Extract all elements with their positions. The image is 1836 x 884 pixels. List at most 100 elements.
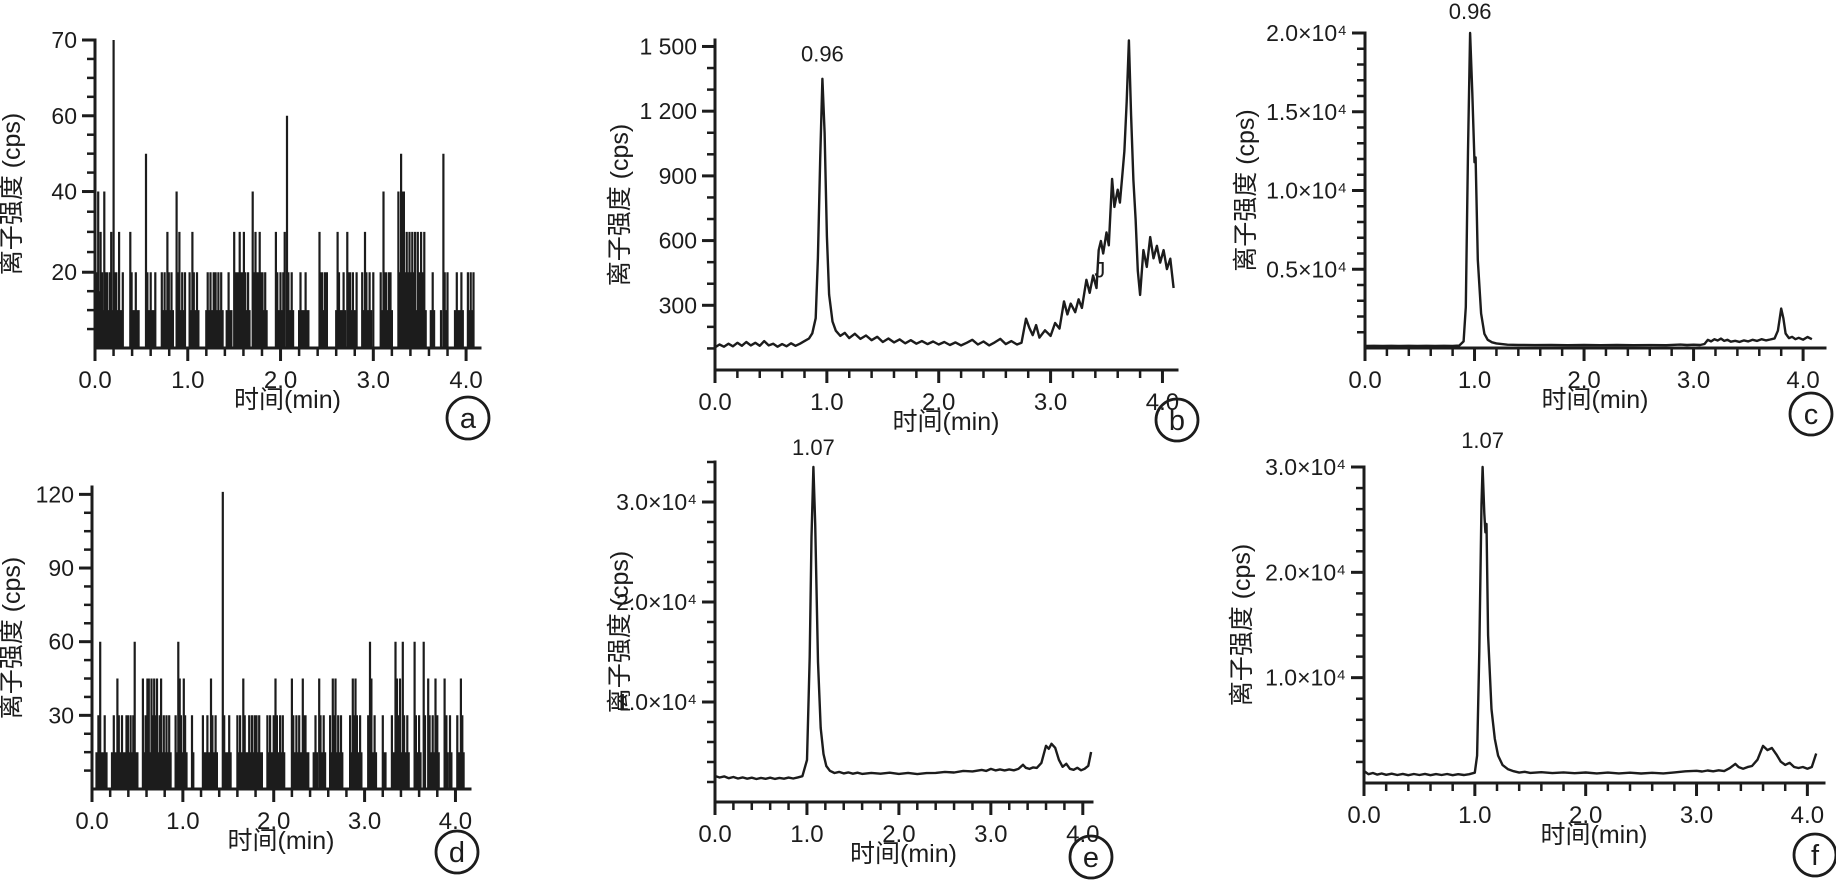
noise-spike-series bbox=[95, 40, 475, 348]
panel-letter-text: d bbox=[449, 837, 465, 869]
x-axis-title: 时间(min) bbox=[228, 827, 335, 855]
y-axis-ticks bbox=[82, 38, 95, 331]
x-tick-label: 4.0 bbox=[1786, 367, 1819, 394]
x-axis-ticks bbox=[713, 802, 1085, 815]
x-tick-label: 3.0 bbox=[1680, 802, 1713, 829]
axes bbox=[1362, 465, 1826, 785]
chromatogram-trace bbox=[714, 39, 1175, 349]
chromatogram-e: 0.0 1.0 2.0 3.0 4.0 1.0×10⁴ 2.0×10⁴ 3.0×10⁴ 1.07… bbox=[606, 435, 1114, 880]
y-axis-title: 离子强度 (cps) bbox=[0, 113, 26, 276]
panel-letter-b: b bbox=[1154, 397, 1200, 443]
x-tick-label: 2.0 bbox=[257, 808, 290, 835]
peak-annotation: J bbox=[1094, 258, 1105, 283]
y-tick-label: 300 bbox=[659, 292, 697, 318]
y-tick-label: 1 200 bbox=[639, 98, 697, 124]
x-tick-label: 2.0 bbox=[922, 389, 955, 416]
x-axis-title: 时间(min) bbox=[893, 408, 1000, 436]
y-tick-label: 3.0×10⁴ bbox=[1265, 454, 1346, 480]
y-tick-label: 2.0×10⁴ bbox=[1266, 20, 1347, 46]
x-tick-label: 1.0 bbox=[790, 821, 823, 848]
x-axis-title: 时间(min) bbox=[1542, 386, 1649, 414]
chromatogram-c: 0.0 1.0 2.0 3.0 4.0 0.5×10⁴ 1.0×10⁴ 1.5×10⁴ 2.0×… bbox=[1232, 0, 1834, 437]
x-tick-label: 3.0 bbox=[1677, 367, 1710, 394]
chromatogram-trace bbox=[1363, 465, 1818, 777]
y-tick-label: 60 bbox=[48, 629, 74, 655]
noise-spike-series bbox=[95, 491, 465, 789]
peak-annotation: 0.96 bbox=[1449, 0, 1492, 24]
y-axis-title: 离子强度 (cps) bbox=[1232, 109, 1260, 272]
y-tick-label: 1.0×10⁴ bbox=[616, 689, 697, 715]
x-tick-label: 4.0 bbox=[1146, 389, 1179, 416]
chromatogram-trace bbox=[714, 465, 1093, 781]
x-tick-label: 2.0 bbox=[1567, 367, 1600, 394]
x-tick-label: 0.0 bbox=[1347, 802, 1380, 829]
y-tick-label: 2.0×10⁴ bbox=[616, 589, 697, 615]
y-tick-label: 1.0×10⁴ bbox=[1266, 178, 1347, 204]
panel-e: 0.0 1.0 2.0 3.0 4.0 1.0×10⁴ 2.0×10⁴ 3.0×10⁴ 1.07… bbox=[606, 435, 1224, 884]
axes bbox=[713, 460, 1094, 804]
y-tick-label: 40 bbox=[51, 179, 77, 205]
x-tick-label: 3.0 bbox=[974, 821, 1007, 848]
panel-f: 0.0 1.0 2.0 3.0 4.0 1.0×10⁴ 2.0×10⁴ 3.0×10⁴ 1.07… bbox=[1224, 428, 1836, 884]
panel-b: 0.0 1.0 2.0 3.0 4.0 300 600 900 1 200 1 500 0.96 J 时… bbox=[606, 0, 1224, 443]
chromatogram-trace bbox=[1364, 31, 1813, 348]
y-axis-title: 离子强度 (cps) bbox=[0, 557, 26, 720]
x-axis-ticks bbox=[93, 348, 468, 361]
y-tick-label: 1.0×10⁴ bbox=[1265, 665, 1346, 691]
x-tick-label: 0.0 bbox=[78, 367, 111, 394]
x-tick-label: 3.0 bbox=[1034, 389, 1067, 416]
y-tick-label: 90 bbox=[48, 555, 74, 581]
x-tick-label: 0.0 bbox=[698, 821, 731, 848]
x-axis-ticks bbox=[90, 789, 457, 802]
y-tick-label: 600 bbox=[659, 228, 697, 254]
peak-annotation: 1.07 bbox=[1461, 428, 1504, 453]
y-axis-ticks bbox=[1352, 31, 1365, 334]
x-tick-label: 4.0 bbox=[449, 367, 482, 394]
x-axis-title: 时间(min) bbox=[850, 840, 957, 868]
panel-letter-text: f bbox=[1811, 840, 1820, 872]
panel-letter-f: f bbox=[1792, 832, 1836, 878]
x-tick-label: 3.0 bbox=[357, 367, 390, 394]
chromatogram-b: 0.0 1.0 2.0 3.0 4.0 300 600 900 1 200 1 500 0.96 J 时… bbox=[606, 33, 1200, 443]
x-tick-label: 0.0 bbox=[698, 389, 731, 416]
x-tick-label: 1.0 bbox=[171, 367, 204, 394]
axes bbox=[713, 38, 1179, 372]
x-tick-label: 0.0 bbox=[1348, 367, 1381, 394]
x-tick-label: 2.0 bbox=[264, 367, 297, 394]
x-tick-label: 2.0 bbox=[882, 821, 915, 848]
axes bbox=[90, 485, 472, 791]
x-tick-label: 1.0 bbox=[166, 808, 199, 835]
panel-a: 0.0 1.0 2.0 3.0 4.0 20 40 60 70 时间(min) 离子强度 (cps)… bbox=[0, 0, 612, 442]
y-tick-label: 3.0×10⁴ bbox=[616, 489, 697, 515]
y-tick-label: 70 bbox=[51, 27, 77, 53]
panel-d: 0.0 1.0 2.0 3.0 4.0 30 60 90 120 时间(min) 离子强度 (cps… bbox=[0, 442, 612, 884]
x-axis-title: 时间(min) bbox=[1541, 821, 1648, 849]
x-tick-label: 0.0 bbox=[75, 808, 108, 835]
x-axis-ticks bbox=[1363, 348, 1805, 361]
x-tick-label: 1.0 bbox=[1458, 367, 1491, 394]
y-axis-ticks bbox=[702, 460, 715, 784]
panel-letter-text: c bbox=[1804, 399, 1819, 431]
chromatogram-a: 0.0 1.0 2.0 3.0 4.0 20 40 60 70 时间(min) 离子强度 (cps)… bbox=[0, 27, 491, 441]
x-tick-label: 3.0 bbox=[348, 808, 381, 835]
x-tick-label: 1.0 bbox=[810, 389, 843, 416]
y-axis-title: 离子强度 (cps) bbox=[1228, 544, 1256, 707]
x-axis-title: 时间(min) bbox=[234, 386, 341, 414]
panel-letter-text: b bbox=[1169, 405, 1185, 437]
x-tick-label: 4.0 bbox=[1791, 802, 1824, 829]
y-tick-label: 2.0×10⁴ bbox=[1265, 559, 1346, 585]
x-tick-label: 4.0 bbox=[1066, 821, 1099, 848]
x-tick-label: 1.0 bbox=[1458, 802, 1491, 829]
axes bbox=[1363, 31, 1827, 350]
y-tick-label: 900 bbox=[659, 163, 697, 189]
y-axis-ticks bbox=[79, 492, 92, 772]
panel-letter-c: c bbox=[1788, 391, 1834, 437]
y-tick-label: 20 bbox=[51, 259, 77, 285]
x-tick-label: 2.0 bbox=[1569, 802, 1602, 829]
peak-annotation: 1.07 bbox=[792, 435, 835, 460]
y-axis-ticks bbox=[702, 44, 715, 350]
y-axis-ticks bbox=[1351, 465, 1364, 764]
y-tick-label: 0.5×10⁴ bbox=[1266, 256, 1347, 282]
